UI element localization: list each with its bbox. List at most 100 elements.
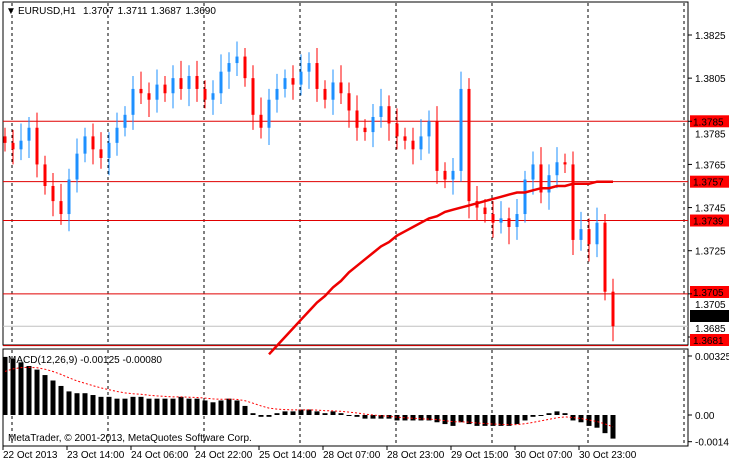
- macd-bar: [50, 380, 56, 415]
- macd-tick-label: -0.00147: [695, 438, 729, 449]
- candle: [467, 78, 471, 219]
- macd-bar: [290, 411, 296, 415]
- time-tick-label: 30 Oct 23:00: [579, 450, 637, 461]
- macd-bar: [410, 415, 416, 421]
- dropdown-arrow-icon[interactable]: ▼: [6, 6, 16, 17]
- candle: [435, 106, 439, 184]
- candle: [595, 207, 599, 258]
- macd-bar: [610, 415, 616, 439]
- macd-bar: [282, 411, 288, 415]
- open-price: 1.3707: [83, 6, 114, 17]
- macd-bar: [146, 398, 152, 415]
- candle: [379, 88, 383, 128]
- macd-bar: [330, 411, 336, 415]
- candle: [419, 119, 423, 161]
- level-price-badge: [690, 175, 729, 188]
- macd-bar: [434, 415, 440, 423]
- time-tick-label: 22 Oct 2013: [3, 450, 58, 461]
- candle: [115, 112, 119, 156]
- candle: [339, 65, 343, 105]
- chart-title: EURUSD,H1 1.3707 1.3711 1.3687 1.3690: [18, 6, 216, 17]
- level-price-badge: [690, 286, 729, 298]
- close-price: 1.3690: [185, 6, 216, 17]
- macd-bar: [154, 398, 160, 415]
- candle: [443, 162, 447, 189]
- candle: [187, 65, 191, 107]
- macd-bar: [402, 415, 408, 421]
- candle: [235, 41, 239, 76]
- macd-bar: [474, 415, 480, 426]
- macd-bar: [18, 362, 24, 415]
- macd-bar: [130, 396, 136, 415]
- time-tick-label: 30 Oct 07:00: [515, 450, 573, 461]
- candle: [611, 278, 615, 342]
- candle: [27, 116, 31, 158]
- candle: [243, 47, 247, 87]
- candle: [171, 65, 175, 109]
- time-tick-label: 24 Oct 22:00: [195, 450, 253, 461]
- macd-bar: [90, 395, 96, 415]
- candle: [371, 104, 375, 148]
- macd-bar: [354, 415, 360, 417]
- macd-bar: [362, 415, 368, 419]
- candle: [387, 95, 391, 141]
- level-price-badge: [690, 115, 729, 128]
- macd-bar: [442, 415, 448, 425]
- time-axis: 22 Oct 2013 23 Oct 14:00 24 Oct 06:00 24 Oc…: [2, 446, 637, 461]
- macd-signal-line: [4, 366, 614, 428]
- candle: [395, 108, 399, 150]
- macd-bar: [482, 415, 488, 426]
- candle: [459, 71, 463, 182]
- candle: [19, 123, 23, 161]
- candle: [139, 71, 143, 105]
- price-tick-label: 1.3745: [695, 204, 726, 215]
- candle: [43, 155, 47, 195]
- price-tick-label: 1.3705: [695, 300, 726, 311]
- copyright-text: MetaTrader, © 2001-2013, MetaQuotes Soft…: [8, 433, 252, 444]
- candle: [275, 73, 279, 113]
- candle: [155, 69, 159, 113]
- macd-bar: [514, 415, 520, 425]
- macd-bar: [538, 415, 544, 416]
- level-price-label: 1.3785: [693, 117, 724, 128]
- candle: [403, 127, 407, 150]
- macd-bar: [322, 413, 328, 415]
- macd-bar: [562, 413, 568, 415]
- macd-bar: [594, 415, 600, 428]
- time-tick-label: 28 Oct 07:00: [323, 450, 381, 461]
- price-tick-label: 1.3825: [695, 31, 726, 42]
- bid-price-label: 1.3690: [693, 312, 724, 323]
- grid-lines: [11, 3, 685, 446]
- macd-bar: [602, 415, 608, 434]
- candle: [355, 95, 359, 141]
- macd-bar: [42, 375, 48, 415]
- level-price-badge: [690, 334, 729, 346]
- macd-bar: [394, 415, 400, 421]
- macd-bar: [450, 415, 456, 426]
- candle: [299, 54, 303, 96]
- level-price-label: 1.3757: [693, 178, 724, 189]
- candle: [259, 97, 263, 139]
- macd-bar: [378, 415, 384, 419]
- time-tick-label: 25 Oct 14:00: [259, 450, 317, 461]
- price-tick-label: 1.3805: [695, 74, 726, 85]
- candle: [315, 47, 319, 102]
- macd-bar: [138, 396, 144, 415]
- price-tick-label: 1.3725: [695, 247, 726, 258]
- candle: [307, 52, 311, 89]
- candle: [331, 69, 335, 115]
- macd-bar: [586, 415, 592, 426]
- macd-bar: [58, 385, 64, 415]
- candle: [131, 75, 135, 130]
- candle: [67, 168, 71, 232]
- macd-bar: [386, 415, 392, 419]
- candle: [283, 69, 287, 98]
- macd-bar: [10, 358, 16, 415]
- candle: [51, 173, 55, 217]
- macd-bar: [250, 413, 256, 415]
- macd-bar: [338, 413, 344, 415]
- macd-bar: [218, 400, 224, 415]
- macd-bar: [578, 415, 584, 423]
